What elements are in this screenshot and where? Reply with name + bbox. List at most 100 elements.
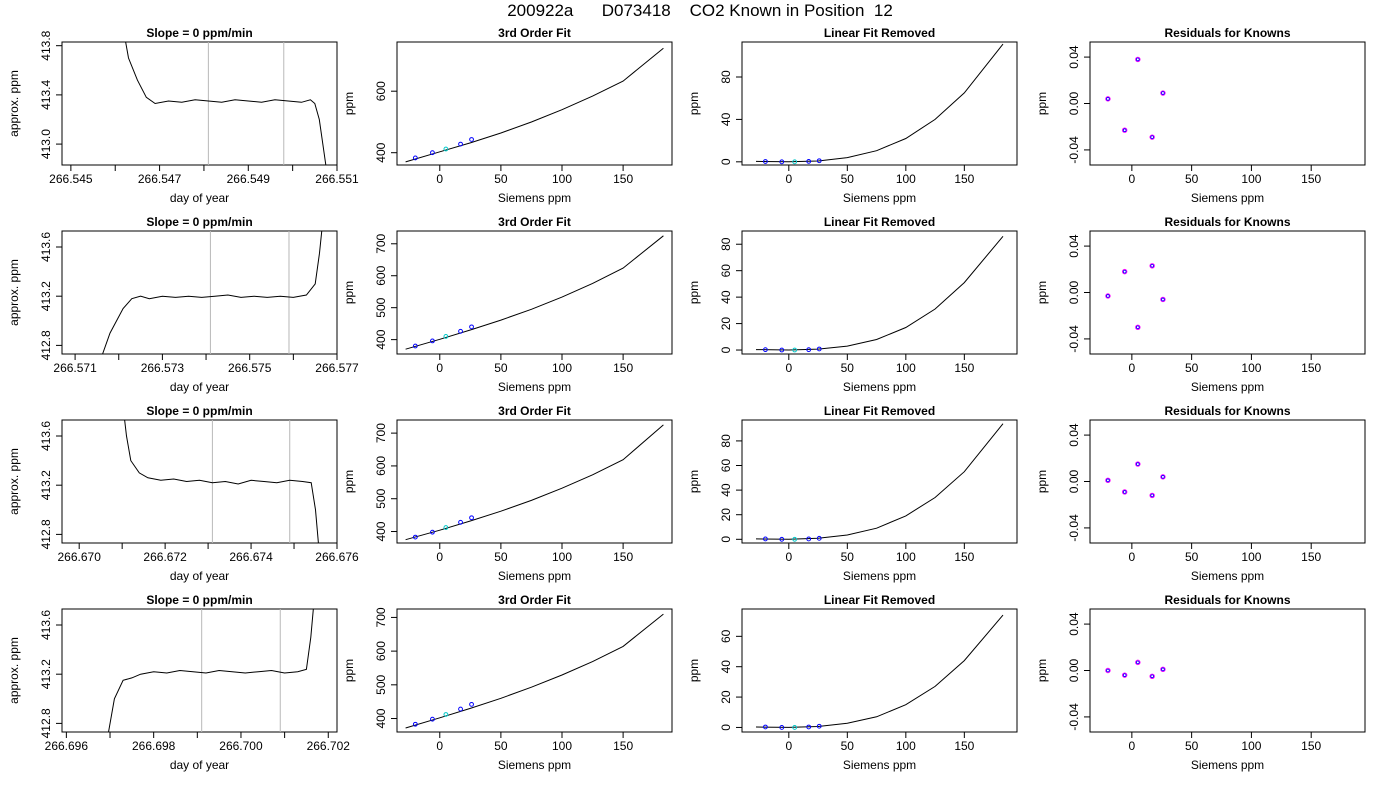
chart-title: 3rd Order Fit (498, 215, 571, 229)
chart-title: Residuals for Knowns (1164, 26, 1290, 40)
x-tick-label: 100 (552, 739, 572, 753)
chart-title: Slope = 0 ppm/min (146, 404, 252, 418)
plot-frame (396, 41, 673, 166)
plot-area (124, 420, 319, 543)
y-tick-label: 40 (719, 290, 733, 304)
x-axis-label: Siemens ppm (843, 380, 916, 394)
x-tick-label: 150 (1301, 739, 1321, 753)
y-tick-label: 413.4 (39, 80, 53, 110)
known-point (443, 334, 449, 339)
residual-point-inner (1161, 475, 1165, 479)
y-tick-label: 0.04 (1067, 612, 1081, 636)
x-tick-label: 50 (841, 739, 855, 753)
y-axis-label: approx. ppm (7, 637, 21, 704)
x-tick-label: 266.698 (132, 739, 176, 753)
y-tick-label: 413.0 (39, 129, 53, 159)
y-tick-label: 600 (374, 81, 388, 101)
residual-point-inner (1106, 294, 1110, 298)
y-tick-label: 0 (719, 346, 733, 353)
y-tick-label: 413.8 (39, 30, 53, 60)
fit-curve (405, 47, 664, 163)
chart-title: Slope = 0 ppm/min (146, 215, 252, 229)
plot-frame (61, 41, 338, 166)
residual-point-inner (1150, 135, 1154, 139)
x-tick-label: 0 (785, 739, 792, 753)
x-tick-label: 266.577 (315, 361, 359, 375)
residual-point-inner (1122, 490, 1127, 494)
chart-panel-2: 3rd Order Fit 0 50 100 150 400 600 Siemens ppm p… (342, 26, 673, 205)
plot-area (1105, 263, 1166, 331)
residual-point (1135, 324, 1141, 331)
plot-frame (1089, 41, 1366, 166)
known-point (763, 159, 768, 164)
known-point (443, 146, 449, 152)
x-tick-label: 100 (1241, 550, 1261, 564)
known-point (469, 137, 474, 142)
residual-point (1149, 673, 1155, 680)
x-tick-label: 50 (1185, 172, 1199, 186)
x-axis-label: Siemens ppm (843, 191, 916, 205)
x-tick-label: 100 (896, 361, 916, 375)
x-axis-label: Siemens ppm (1191, 758, 1264, 772)
x-tick-label: 100 (896, 172, 916, 186)
plot-frame (61, 230, 338, 355)
chart-panel-6: 3rd Order Fit 0 50 100 150 400 500 600 700 Siemen… (342, 215, 673, 394)
x-tick-label: 0 (1129, 361, 1136, 375)
known-point (816, 158, 822, 164)
y-tick-label: 60 (719, 264, 733, 278)
x-tick-label: 50 (841, 550, 855, 564)
plot-frame (741, 608, 1018, 733)
chart-panel-15: Linear Fit Removed 0 50 100 150 0 20 40 60 Siemen… (687, 593, 1018, 772)
known-point (469, 701, 474, 707)
plot-area (125, 42, 327, 165)
residual-point-inner (1161, 91, 1165, 95)
y-axis-label: ppm (342, 281, 356, 304)
known-point (816, 723, 822, 729)
residual-point-inner (1106, 478, 1110, 483)
y-axis-label: approx. ppm (7, 70, 21, 137)
known-point (779, 536, 785, 542)
y-tick-label: 600 (374, 456, 388, 476)
plot-frame (61, 419, 338, 544)
x-tick-label: 150 (1301, 172, 1321, 186)
known-point (779, 725, 785, 730)
x-tick-label: 150 (954, 739, 974, 753)
fit-curve (755, 235, 1004, 351)
y-tick-label: 0.00 (1067, 91, 1081, 115)
x-tick-label: 266.700 (219, 739, 263, 753)
y-tick-label: 400 (374, 708, 388, 728)
y-tick-label: 0 (719, 536, 733, 543)
residual-point (1135, 56, 1141, 63)
known-point (792, 347, 798, 353)
y-tick-label: 400 (374, 329, 388, 349)
residual-point (1149, 263, 1155, 269)
residual-point (1160, 474, 1166, 480)
x-tick-label: 100 (1241, 361, 1261, 375)
plot-frame (396, 419, 673, 544)
known-point (806, 347, 812, 353)
chart-title: Linear Fit Removed (824, 215, 935, 229)
y-tick-label: 412.8 (39, 519, 53, 549)
plot-area (405, 235, 664, 350)
concentration-trace (124, 420, 319, 543)
x-tick-label: 266.545 (49, 172, 93, 186)
known-point (412, 721, 418, 727)
residual-point (1105, 293, 1111, 299)
y-tick-label: 413.2 (39, 659, 53, 689)
x-tick-label: 50 (494, 361, 508, 375)
plot-area (405, 424, 664, 541)
x-axis-label: day of year (170, 380, 229, 394)
residual-point-inner (1122, 673, 1127, 677)
y-tick-label: 400 (374, 521, 388, 541)
known-point (806, 158, 812, 164)
x-tick-label: 0 (436, 172, 443, 186)
x-tick-label: 266.547 (138, 172, 182, 186)
residual-point (1105, 477, 1111, 484)
x-axis-label: day of year (170, 191, 229, 205)
x-tick-label: 150 (1301, 550, 1321, 564)
known-point (763, 536, 768, 542)
chart-title: Slope = 0 ppm/min (146, 593, 252, 607)
x-tick-label: 266.670 (57, 550, 101, 564)
x-tick-label: 266.549 (227, 172, 271, 186)
